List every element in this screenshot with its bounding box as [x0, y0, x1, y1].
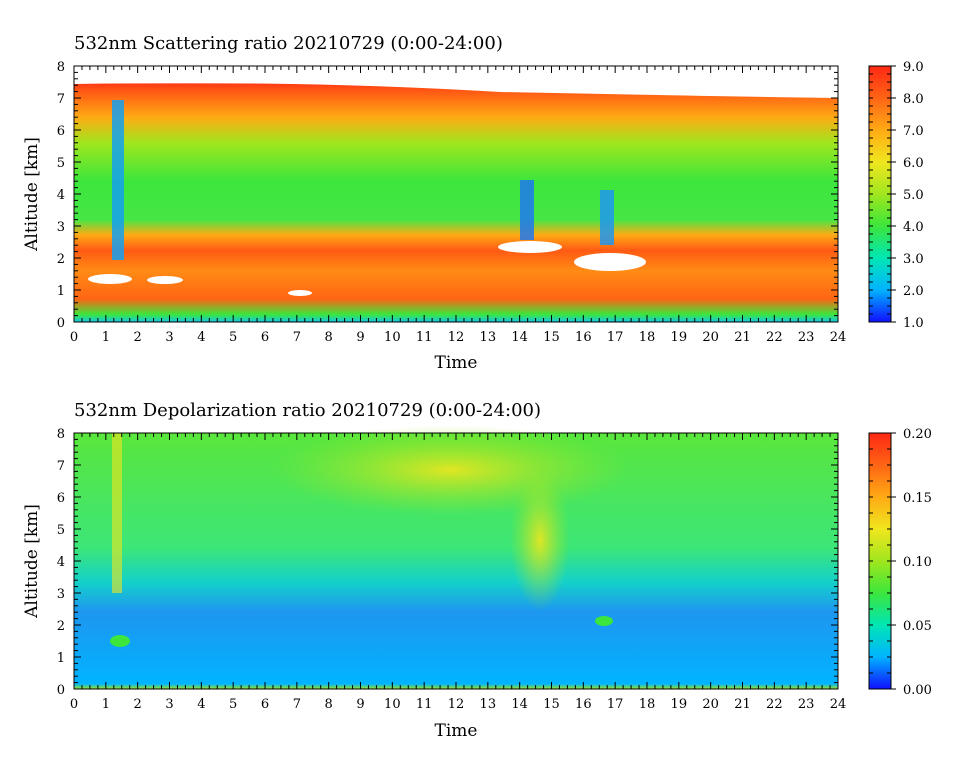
- x-tick-label: 4: [197, 697, 205, 712]
- x-tick-label: 20: [702, 697, 719, 712]
- x-tick-label: 15: [543, 697, 560, 712]
- scattering-ratio-panel: 532nm Scattering ratio 20210729 (0:00-24…: [22, 33, 924, 373]
- colorbar-tick-label: 4.0: [903, 220, 924, 235]
- panel-title: 532nm Depolarization ratio 20210729 (0:0…: [74, 400, 541, 421]
- x-tick-label: 10: [384, 697, 401, 712]
- colorbar-tick-label: 0.20: [903, 427, 932, 442]
- y-tick-label: 0: [57, 316, 65, 331]
- x-tick-label: 7: [293, 330, 301, 345]
- x-tick-label: 2: [134, 697, 142, 712]
- x-tick-label: 22: [766, 330, 783, 345]
- y-axis: 0 1 2 3 4 5 6 7 8: [57, 60, 838, 331]
- x-tick-label: 3: [165, 330, 173, 345]
- x-tick-label: 22: [766, 697, 783, 712]
- y-tick-label: 7: [57, 459, 65, 474]
- x-axis-title: Time: [435, 353, 478, 373]
- x-tick-label: 20: [702, 330, 719, 345]
- y-tick-label: 1: [57, 284, 65, 299]
- y-tick-label: 7: [57, 92, 65, 107]
- y-tick-label: 2: [57, 252, 65, 267]
- x-tick-label: 9: [356, 697, 364, 712]
- y-tick-label: 4: [57, 555, 65, 570]
- x-tick-label: 8: [325, 330, 333, 345]
- x-tick-label: 19: [671, 330, 688, 345]
- colorbar-tick-label: 0.00: [903, 683, 932, 698]
- x-tick-label: 11: [416, 697, 433, 712]
- y-tick-label: 8: [57, 427, 65, 442]
- y-axis: 0 1 2 3 4 5 6 7 8: [57, 427, 838, 698]
- y-axis-title: Altitude [km]: [22, 137, 42, 252]
- x-tick-label: 9: [356, 330, 364, 345]
- x-tick-label: 11: [416, 330, 433, 345]
- colorbar-tick-label: 1.0: [903, 316, 924, 331]
- y-tick-label: 8: [57, 60, 65, 75]
- colorbar-tick-label: 0.15: [903, 491, 932, 506]
- colorbar-tick-label: 3.0: [903, 252, 924, 267]
- x-tick-label: 15: [543, 330, 560, 345]
- panel-title: 532nm Scattering ratio 20210729 (0:00-24…: [74, 33, 503, 54]
- x-axis: 0 1 2 3 4 5 6 7 8 9 10 11 12 13 14 15 16 17 18 19 20 21 22 23 24: [70, 66, 846, 345]
- y-tick-label: 0: [57, 683, 65, 698]
- x-tick-label: 4: [197, 330, 205, 345]
- x-tick-label: 23: [798, 330, 815, 345]
- x-axis-title: Time: [435, 721, 478, 741]
- colorbar: 0.00 0.05 0.10 0.15 0.20: [868, 427, 932, 698]
- x-tick-label: 5: [229, 697, 237, 712]
- x-tick-label: 8: [325, 697, 333, 712]
- colorbar-tick-label: 2.0: [903, 284, 924, 299]
- x-tick-label: 7: [293, 697, 301, 712]
- colorbar-tick-label: 0.10: [903, 555, 932, 570]
- y-tick-label: 3: [57, 220, 65, 235]
- x-tick-label: 14: [511, 697, 528, 712]
- x-tick-label: 16: [575, 697, 592, 712]
- colorbar-tick-label: 9.0: [903, 60, 924, 75]
- colorbar-tick-label: 5.0: [903, 188, 924, 203]
- colorbar-tick-label: 0.05: [903, 619, 932, 634]
- x-tick-label: 12: [448, 697, 465, 712]
- x-axis: 0 1 2 3 4 5 6 7 8 9 10 11 12 13 14 15 16 17 18 19 20 21 22 23 24: [70, 433, 846, 712]
- x-tick-label: 13: [480, 697, 497, 712]
- x-tick-label: 21: [734, 330, 751, 345]
- y-tick-label: 5: [57, 156, 65, 171]
- colorbar-tick-label: 8.0: [903, 92, 924, 107]
- y-tick-label: 2: [57, 619, 65, 634]
- x-tick-label: 1: [102, 330, 110, 345]
- x-tick-label: 6: [261, 697, 269, 712]
- x-tick-label: 21: [734, 697, 751, 712]
- x-tick-label: 13: [480, 330, 497, 345]
- x-tick-label: 1: [102, 697, 110, 712]
- y-tick-label: 6: [57, 491, 65, 506]
- x-tick-label: 0: [70, 697, 78, 712]
- x-tick-label: 17: [607, 697, 624, 712]
- x-tick-label: 17: [607, 330, 624, 345]
- y-tick-label: 6: [57, 124, 65, 139]
- y-tick-label: 4: [57, 188, 65, 203]
- x-tick-label: 3: [165, 697, 173, 712]
- x-tick-label: 2: [134, 330, 142, 345]
- x-tick-label: 16: [575, 330, 592, 345]
- depolarization-ratio-panel: 532nm Depolarization ratio 20210729 (0:0…: [22, 400, 932, 741]
- y-tick-label: 3: [57, 587, 65, 602]
- x-tick-label: 5: [229, 330, 237, 345]
- x-tick-label: 23: [798, 697, 815, 712]
- colorbar-tick-label: 7.0: [903, 124, 924, 139]
- heatmap-field: [74, 425, 838, 689]
- x-tick-label: 19: [671, 697, 688, 712]
- y-tick-label: 5: [57, 523, 65, 538]
- x-tick-label: 0: [70, 330, 78, 345]
- colorbar-tick-label: 6.0: [903, 156, 924, 171]
- x-tick-label: 18: [639, 330, 656, 345]
- x-tick-label: 24: [830, 697, 847, 712]
- y-tick-label: 1: [57, 651, 65, 666]
- x-tick-label: 14: [511, 330, 528, 345]
- x-tick-label: 10: [384, 330, 401, 345]
- colorbar: 1.0 2.0 3.0 4.0 5.0 6.0 7.0 8.0 9.0: [868, 60, 924, 331]
- heatmap-field: [74, 66, 838, 322]
- x-tick-label: 6: [261, 330, 269, 345]
- x-tick-label: 12: [448, 330, 465, 345]
- x-tick-label: 18: [639, 697, 656, 712]
- y-axis-title: Altitude [km]: [22, 504, 42, 619]
- x-tick-label: 24: [830, 330, 847, 345]
